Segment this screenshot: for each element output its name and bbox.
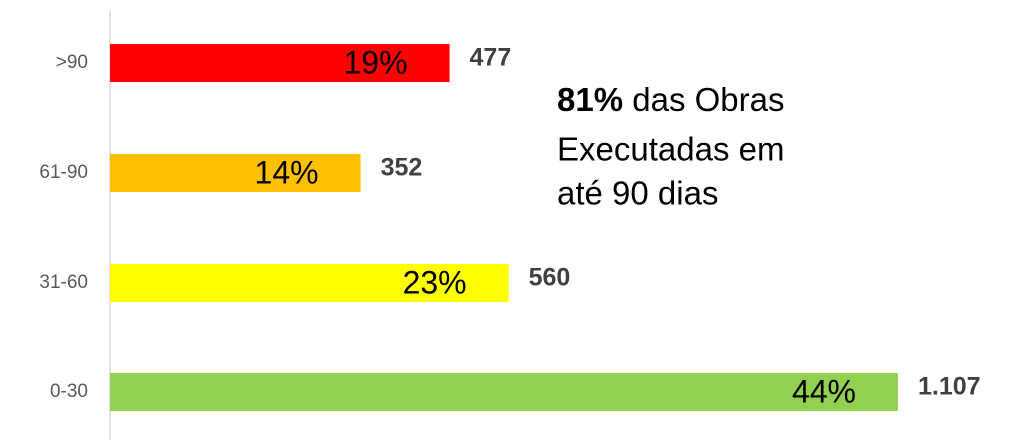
category-label: 31-60: [39, 272, 88, 293]
annotation: 81% das Obras: [557, 81, 784, 118]
value-label: 477: [470, 44, 512, 72]
share-label: 19%: [343, 44, 407, 80]
annotation-line: Executadas em: [557, 131, 784, 168]
share-label: 44%: [792, 373, 856, 409]
value-label: 352: [381, 154, 423, 182]
annotation-highlight: 81%: [557, 81, 623, 118]
bar: [110, 44, 450, 82]
category-label: 0-30: [50, 381, 88, 402]
value-label: 1.107: [918, 373, 981, 401]
bar: [110, 373, 898, 411]
category-label: 61-90: [39, 162, 88, 183]
bar: [110, 264, 509, 302]
share-label: 14%: [255, 154, 319, 190]
value-label: 560: [529, 264, 571, 292]
category-label: >90: [56, 52, 88, 73]
annotation-line: até 90 dias: [557, 175, 718, 212]
annotation-line: das Obras: [632, 81, 784, 118]
share-label: 23%: [403, 264, 467, 300]
bar: [110, 154, 361, 192]
